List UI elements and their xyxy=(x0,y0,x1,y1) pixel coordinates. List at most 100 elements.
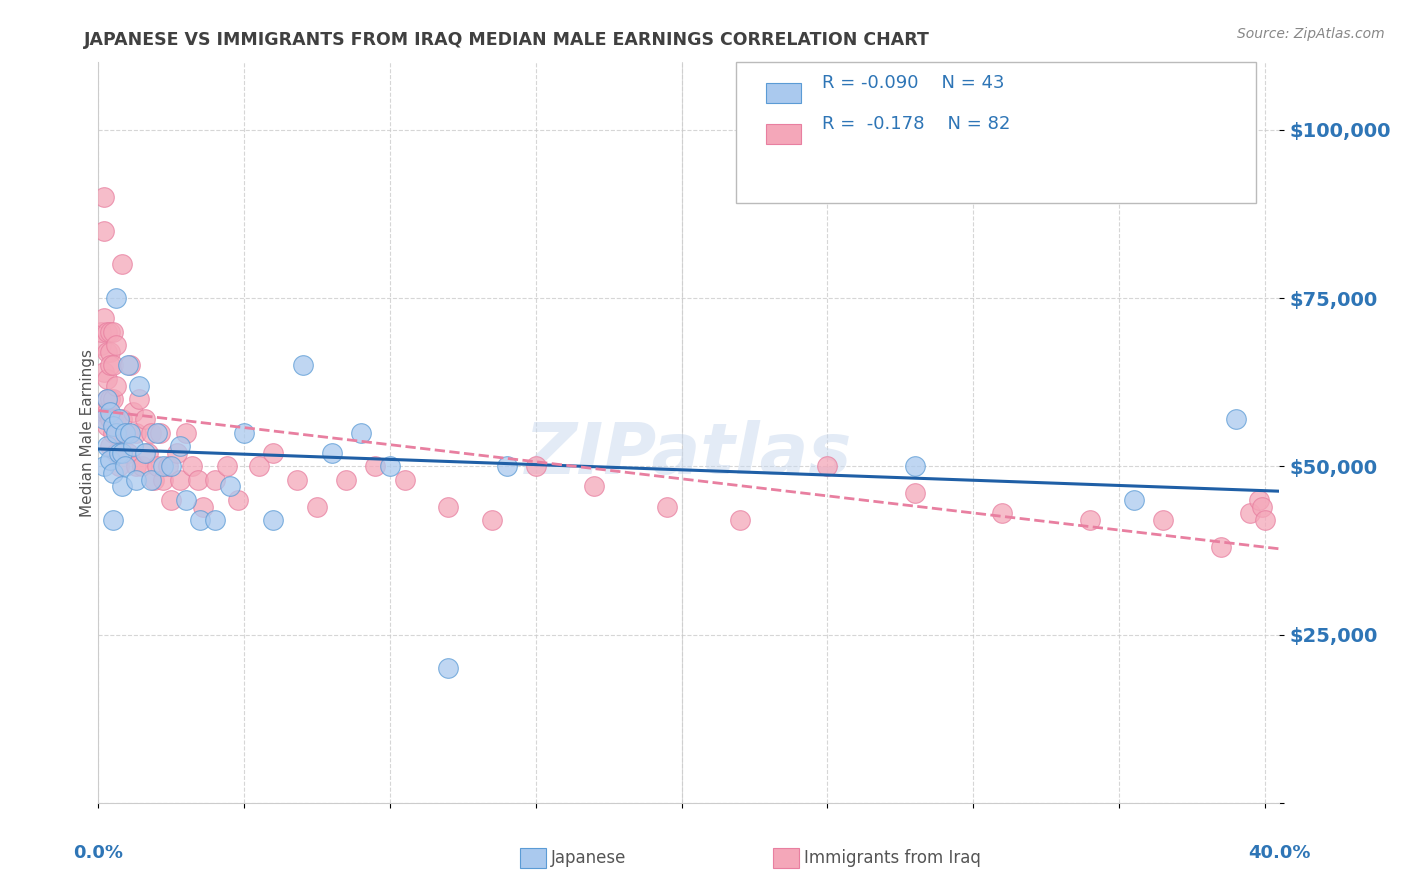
FancyBboxPatch shape xyxy=(766,83,801,103)
Point xyxy=(139,473,162,487)
Point xyxy=(350,425,373,440)
Point xyxy=(96,418,118,433)
Point xyxy=(114,459,136,474)
Point xyxy=(111,446,134,460)
Point xyxy=(437,500,460,514)
Point xyxy=(1239,507,1261,521)
Point xyxy=(96,392,118,406)
Point xyxy=(655,500,678,514)
Point xyxy=(180,459,202,474)
Point xyxy=(111,257,134,271)
Point xyxy=(98,392,121,406)
Point xyxy=(142,473,165,487)
Text: Immigrants from Iraq: Immigrants from Iraq xyxy=(804,849,981,867)
Point xyxy=(378,459,401,474)
Point xyxy=(101,359,124,373)
Point xyxy=(152,459,174,474)
Point xyxy=(1254,513,1277,527)
Point xyxy=(1211,540,1233,554)
Point xyxy=(114,425,136,440)
Text: 40.0%: 40.0% xyxy=(1249,844,1310,862)
Point xyxy=(583,479,606,493)
Point xyxy=(101,418,124,433)
Point xyxy=(125,473,148,487)
Point xyxy=(114,425,136,440)
Point xyxy=(104,338,127,352)
Point xyxy=(728,513,751,527)
Point xyxy=(98,412,121,426)
Point xyxy=(90,338,112,352)
Text: JAPANESE VS IMMIGRANTS FROM IRAQ MEDIAN MALE EARNINGS CORRELATION CHART: JAPANESE VS IMMIGRANTS FROM IRAQ MEDIAN … xyxy=(84,31,931,49)
Point xyxy=(104,412,127,426)
Point xyxy=(98,359,121,373)
Point xyxy=(131,459,153,474)
Point xyxy=(394,473,416,487)
Point xyxy=(139,425,162,440)
Text: R = -0.090    N = 43: R = -0.090 N = 43 xyxy=(823,74,1005,92)
Point xyxy=(524,459,547,474)
Point xyxy=(104,446,127,460)
Point xyxy=(193,500,215,514)
Point xyxy=(101,513,124,527)
Point xyxy=(152,473,174,487)
Point xyxy=(128,378,150,392)
Point xyxy=(90,325,112,339)
Point xyxy=(117,425,139,440)
Point xyxy=(96,405,118,419)
Point xyxy=(120,425,142,440)
Point xyxy=(174,492,197,507)
Point xyxy=(93,412,115,426)
Point xyxy=(149,425,172,440)
Point xyxy=(108,425,131,440)
Point xyxy=(1251,500,1274,514)
Point xyxy=(1247,492,1270,507)
Point xyxy=(904,486,927,500)
Point xyxy=(111,412,134,426)
Point xyxy=(218,479,240,493)
Point xyxy=(495,459,517,474)
Point xyxy=(169,439,191,453)
Y-axis label: Median Male Earnings: Median Male Earnings xyxy=(80,349,94,516)
Point xyxy=(98,439,121,453)
Text: R =  -0.178    N = 82: R = -0.178 N = 82 xyxy=(823,115,1011,133)
Point xyxy=(98,344,121,359)
Point xyxy=(122,439,145,453)
Point xyxy=(125,459,148,474)
Point xyxy=(120,359,142,373)
Text: ZIPatlas: ZIPatlas xyxy=(526,420,852,490)
Point xyxy=(160,492,183,507)
Point xyxy=(1225,412,1247,426)
Text: Japanese: Japanese xyxy=(551,849,627,867)
Point xyxy=(104,425,127,440)
Point xyxy=(93,224,115,238)
Point xyxy=(108,446,131,460)
Point xyxy=(111,479,134,493)
Point xyxy=(991,507,1014,521)
Point xyxy=(122,405,145,419)
Point xyxy=(228,492,250,507)
Point xyxy=(117,359,139,373)
Point xyxy=(364,459,387,474)
Point xyxy=(233,425,256,440)
Point xyxy=(93,311,115,326)
Point xyxy=(96,325,118,339)
Point xyxy=(247,459,270,474)
Point xyxy=(190,513,212,527)
Point xyxy=(145,459,167,474)
Point xyxy=(98,405,121,419)
Point xyxy=(204,513,226,527)
Point xyxy=(291,359,314,373)
Point xyxy=(93,405,115,419)
Point xyxy=(437,661,460,675)
Point xyxy=(101,466,124,480)
Point xyxy=(481,513,503,527)
Point xyxy=(93,459,115,474)
Point xyxy=(307,500,329,514)
Point xyxy=(187,473,209,487)
Point xyxy=(104,291,127,305)
Point xyxy=(101,412,124,426)
Point xyxy=(93,190,115,204)
Point xyxy=(215,459,238,474)
Point xyxy=(128,392,150,406)
Point xyxy=(262,513,284,527)
